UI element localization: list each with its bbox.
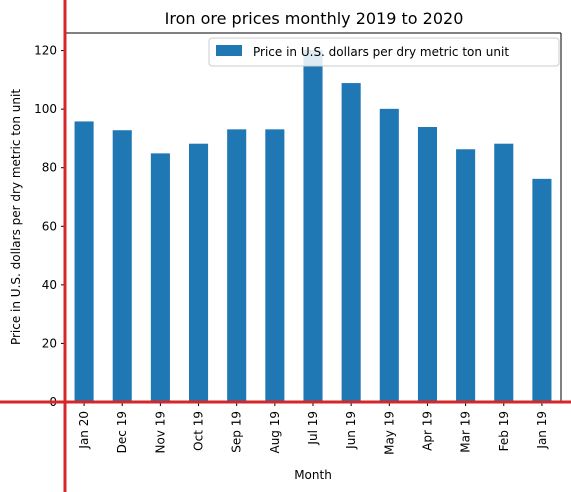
bar: [341, 83, 361, 402]
chart-title: Iron ore prices monthly 2019 to 2020: [165, 9, 464, 28]
bar: [189, 143, 209, 402]
y-tick-label: 100: [34, 102, 57, 116]
y-tick-label: 80: [42, 161, 57, 175]
legend-label: Price in U.S. dollars per dry metric ton…: [253, 45, 509, 59]
legend-swatch: [216, 45, 242, 56]
x-tick-label: Jan 20: [77, 411, 91, 450]
y-tick-label: 120: [34, 44, 57, 58]
bar: [265, 129, 285, 402]
legend-box: [208, 37, 560, 67]
x-tick-label: Mar 19: [459, 411, 473, 453]
bar: [112, 130, 132, 402]
x-tick-label: Jul 19: [306, 411, 320, 446]
bar: [74, 121, 94, 402]
x-tick-label: May 19: [382, 411, 396, 455]
legend: Price in U.S. dollars per dry metric ton…: [208, 37, 560, 67]
bar: [532, 178, 552, 402]
x-tick-label: Nov 19: [153, 411, 167, 454]
x-tick-label: Apr 19: [420, 411, 434, 451]
bar: [417, 127, 437, 402]
bar: [494, 143, 514, 402]
x-tick-label: Sep 19: [230, 411, 244, 453]
bar: [303, 49, 323, 402]
bar: [150, 153, 170, 402]
y-axis-label: Price in U.S. dollars per dry metric ton…: [9, 89, 23, 345]
x-tick-label: Dec 19: [115, 411, 129, 453]
bar: [379, 108, 399, 402]
y-tick-label: 40: [42, 278, 57, 292]
bar: [227, 129, 247, 402]
x-tick-label: Feb 19: [497, 411, 511, 451]
x-tick-label: Aug 19: [268, 411, 282, 454]
x-tick-label: Oct 19: [192, 411, 206, 451]
x-axis-label: Month: [294, 468, 332, 482]
x-tick-label: Jun 19: [344, 411, 358, 450]
y-tick-label: 20: [42, 336, 57, 350]
y-tick-label: 60: [42, 219, 57, 233]
bar: [456, 149, 476, 402]
x-tick-label: Jan 19: [535, 411, 549, 450]
